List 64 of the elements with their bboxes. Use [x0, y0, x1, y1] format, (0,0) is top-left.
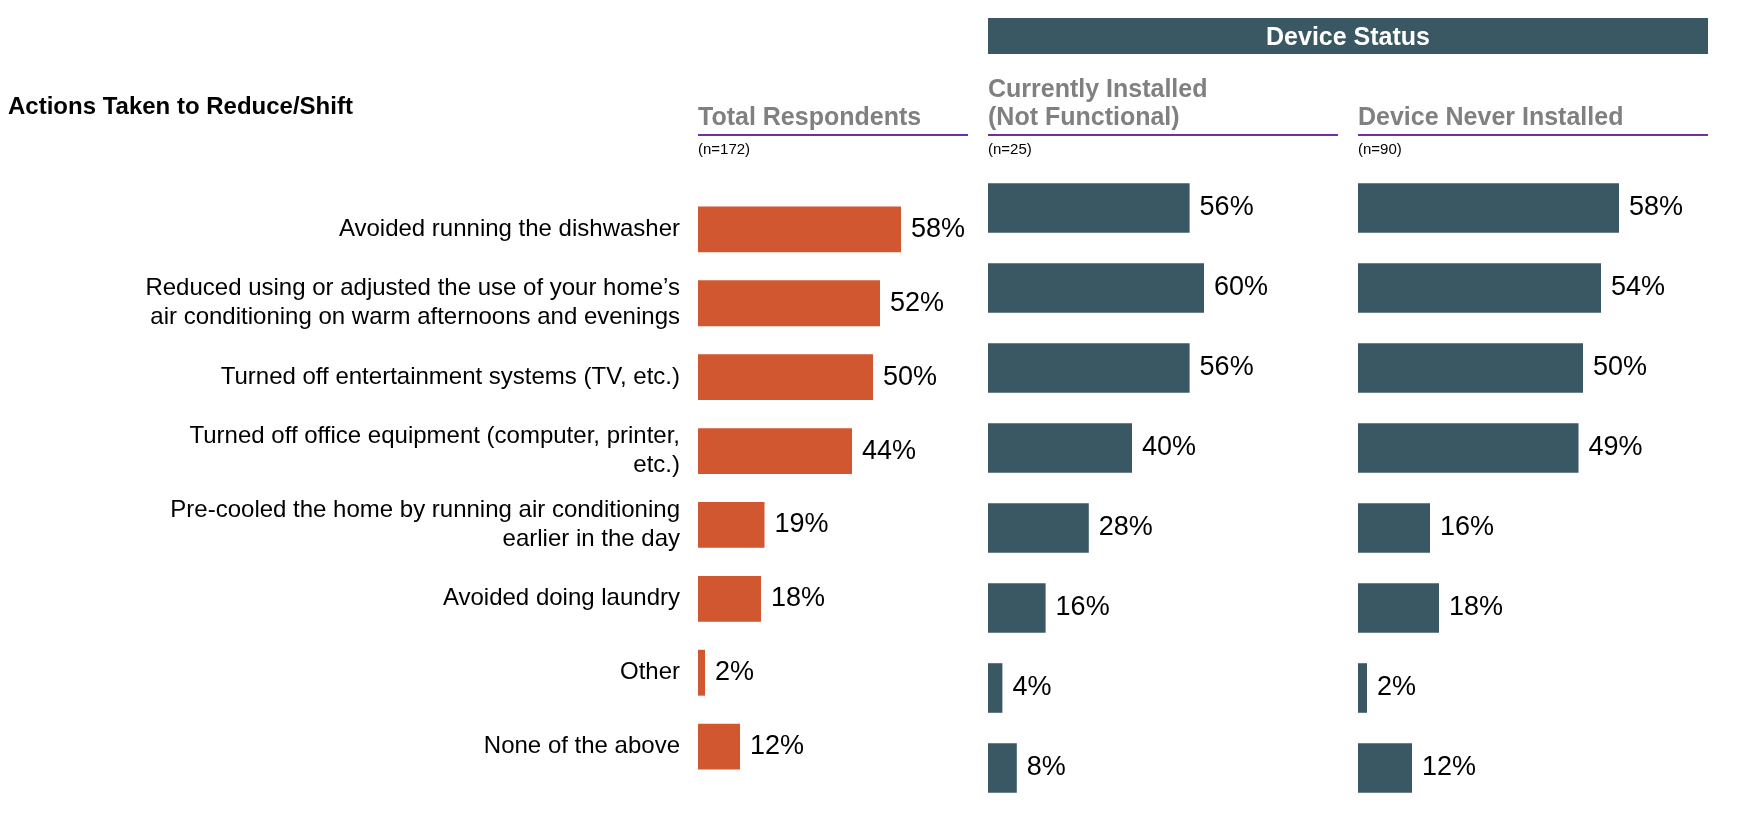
y-tick-label: Reduced using or adjusted the use of your home’s air conditioning on warm afternoons and evenings	[145, 273, 680, 330]
bar	[1358, 343, 1583, 393]
bar	[988, 263, 1204, 313]
bar	[698, 206, 901, 253]
data-label: 56%	[1199, 351, 1254, 382]
data-label: 49%	[1588, 431, 1643, 462]
data-label: 44%	[862, 434, 917, 465]
data-label: 4%	[1012, 671, 1052, 702]
bar	[988, 343, 1190, 393]
data-label: 40%	[1142, 431, 1197, 462]
bar	[1358, 743, 1412, 793]
data-label: 58%	[1629, 191, 1684, 222]
data-label: 58%	[911, 212, 966, 243]
bar	[988, 183, 1190, 233]
y-tick-label: Avoided doing laundry	[442, 583, 680, 611]
data-label: 2%	[715, 656, 755, 687]
bar	[988, 423, 1132, 473]
data-label: 19%	[774, 508, 829, 539]
data-label: 28%	[1098, 511, 1153, 542]
data-label: 8%	[1026, 751, 1066, 782]
text: Device Status	[988, 18, 1708, 54]
y-tick-label: Turned off office equipment (computer, printer, etc.)	[189, 421, 680, 478]
y-axis-title: Actions Taken to Reduce/Shift	[8, 92, 353, 120]
bar	[698, 649, 705, 696]
bar	[698, 354, 873, 401]
bar	[1358, 183, 1619, 233]
data-label: 50%	[883, 360, 938, 391]
data-label: 12%	[750, 730, 805, 761]
chart-subtitle: (n=25)	[988, 134, 1338, 160]
data-label: 54%	[1611, 271, 1666, 302]
y-tick-label: Avoided running the dishwasher	[338, 213, 680, 241]
chart-title: Device Never Installed	[1358, 102, 1625, 130]
data-label: 16%	[1440, 511, 1495, 542]
bar	[698, 723, 740, 770]
data-label: 50%	[1593, 351, 1648, 382]
bar	[698, 280, 880, 327]
data-label: 60%	[1214, 271, 1269, 302]
chart-subtitle: (n=90)	[1358, 134, 1708, 160]
bar	[698, 428, 852, 474]
chart-title: Total Respondents	[698, 102, 923, 130]
y-tick-label: Other	[619, 657, 680, 685]
data-label: 12%	[1422, 751, 1477, 782]
data-label: 52%	[890, 286, 945, 317]
data-label: 2%	[1377, 671, 1417, 702]
data-label: 18%	[1449, 591, 1504, 622]
bar	[698, 575, 761, 622]
bar	[1358, 423, 1579, 473]
data-label: 18%	[771, 582, 826, 613]
bar	[988, 583, 1046, 633]
y-tick-label: Turned off entertainment systems (TV, etc.)	[220, 361, 680, 389]
y-tick-label: None of the above	[483, 731, 680, 759]
data-label: 16%	[1055, 591, 1110, 622]
bar	[988, 663, 1003, 713]
chart-title: Currently Installed (Not Functional)	[988, 74, 1209, 130]
bar	[1358, 503, 1430, 553]
chart-subtitle: (n=172)	[698, 134, 968, 160]
data-label: 56%	[1199, 191, 1254, 222]
bar	[988, 743, 1017, 793]
bar	[1358, 263, 1601, 313]
y-tick-label: Pre-cooled the home by running air conditioning earlier in the day	[170, 495, 680, 551]
bar	[1358, 583, 1439, 633]
bar	[1358, 663, 1367, 713]
bar	[698, 502, 765, 548]
bar	[988, 503, 1089, 553]
